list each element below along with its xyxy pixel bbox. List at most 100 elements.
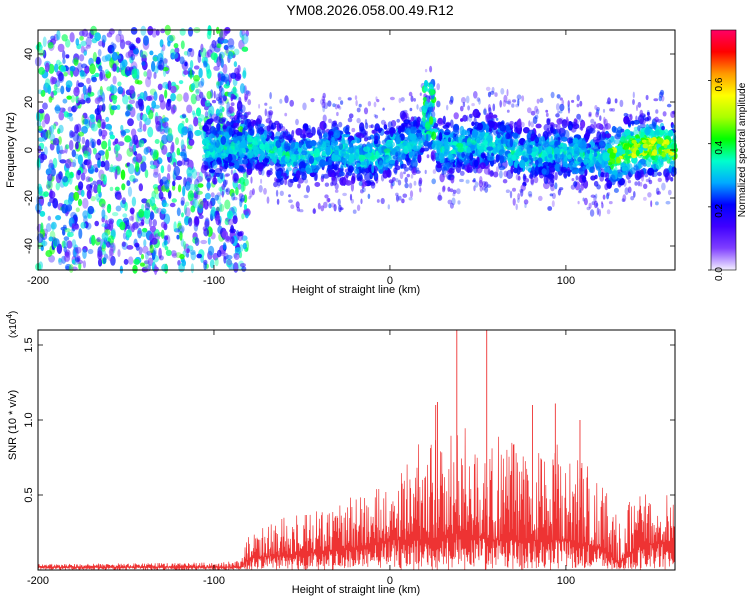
noise-cell: [50, 124, 55, 134]
signal-cell: [437, 118, 443, 126]
noise-cell: [65, 80, 73, 88]
halo-cell: [258, 185, 263, 193]
halo-cell: [624, 187, 629, 196]
signal-cell: [306, 132, 314, 138]
halo-cell: [528, 193, 533, 198]
halo-cell: [250, 176, 253, 184]
signal-cell: [657, 171, 662, 177]
noise-cell: [170, 85, 177, 94]
signal-cell: [253, 146, 260, 156]
noise-cell: [121, 183, 126, 191]
halo-cell: [404, 176, 408, 184]
halo-cell: [274, 177, 277, 182]
noise-cell: [159, 128, 166, 135]
halo-cell: [217, 100, 223, 105]
noise-cell: [153, 149, 159, 158]
signal-cell: [358, 168, 366, 174]
signal-cell: [623, 115, 630, 125]
halo-cell: [549, 193, 554, 197]
signal-cell: [558, 144, 562, 150]
x-tick-label: -200: [27, 275, 49, 287]
halo-cell: [322, 92, 326, 99]
halo-cell: [609, 108, 613, 112]
halo-cell: [429, 65, 433, 73]
signal-cell: [238, 148, 243, 156]
noise-cell: [189, 48, 195, 58]
signal-cell: [601, 131, 606, 139]
noise-cell: [108, 146, 111, 152]
signal-cell: [242, 158, 249, 165]
noise-cell: [143, 147, 149, 155]
halo-cell: [284, 177, 288, 186]
halo-cell: [330, 181, 334, 186]
signal-cell: [270, 124, 274, 130]
noise-cell: [112, 96, 117, 105]
signal-cell: [657, 177, 662, 183]
noise-cell: [40, 245, 44, 252]
signal-cell: [588, 127, 596, 134]
signal-cell: [489, 170, 494, 177]
noise-cell: [187, 130, 194, 141]
signal-cell: [300, 155, 307, 160]
noise-cell: [180, 139, 185, 150]
signal-cell: [369, 155, 377, 161]
signal-cell: [260, 150, 266, 160]
noise-cell: [182, 241, 187, 250]
halo-cell: [561, 99, 565, 106]
halo-cell: [219, 95, 223, 100]
noise-cell: [241, 30, 246, 36]
snr-multiplier-label: (x104): [5, 311, 19, 338]
strong-cell: [631, 139, 637, 144]
signal-cell: [497, 142, 501, 152]
noise-cell: [100, 160, 106, 168]
noise-cell: [135, 153, 143, 163]
signal-cell: [201, 161, 209, 171]
signal-cell: [417, 153, 422, 164]
noise-cell: [89, 114, 95, 120]
noise-cell: [162, 126, 170, 133]
signal-cell: [446, 153, 454, 159]
halo-cell: [499, 100, 503, 108]
signal-cell: [309, 150, 315, 155]
noise-cell: [92, 147, 97, 155]
halo-cell: [644, 168, 648, 174]
noise-cell: [77, 198, 83, 207]
halo-cell: [590, 118, 595, 124]
noise-cell: [110, 255, 116, 266]
signal-cell: [279, 177, 284, 186]
noise-cell: [186, 167, 193, 177]
noise-cell: [181, 126, 188, 136]
signal-cell: [547, 146, 552, 152]
halo-cell: [655, 201, 659, 206]
signal-cell: [582, 165, 587, 171]
halo-cell: [452, 189, 457, 194]
signal-cell: [518, 146, 524, 152]
noise-cell: [200, 77, 205, 87]
signal-cell: [473, 159, 479, 168]
signal-cell: [383, 124, 388, 130]
signal-cell: [450, 119, 454, 128]
halo-cell: [402, 193, 408, 198]
signal-cell: [313, 148, 320, 158]
halo-cell: [602, 108, 606, 113]
y-tick-label: -20: [23, 190, 35, 206]
halo-cell: [419, 187, 422, 193]
halo-cell: [595, 111, 599, 118]
halo-cell: [607, 183, 612, 188]
halo-cell: [403, 167, 409, 172]
halo-cell: [348, 113, 354, 119]
noise-cell: [120, 124, 124, 131]
spectrogram-x-axis: -200 -100 0 100: [27, 30, 575, 287]
noise-cell: [57, 43, 65, 53]
halo-cell: [233, 196, 238, 201]
halo-cell: [320, 205, 325, 212]
signal-cell: [224, 161, 229, 170]
noise-cell: [129, 43, 136, 51]
signal-cell: [516, 166, 521, 175]
noise-cell: [161, 144, 168, 155]
halo-cell: [631, 120, 635, 126]
snr-series-line: [37, 428, 676, 571]
halo-cell: [523, 199, 529, 205]
halo-cell: [650, 200, 653, 208]
halo-cell: [512, 187, 516, 192]
